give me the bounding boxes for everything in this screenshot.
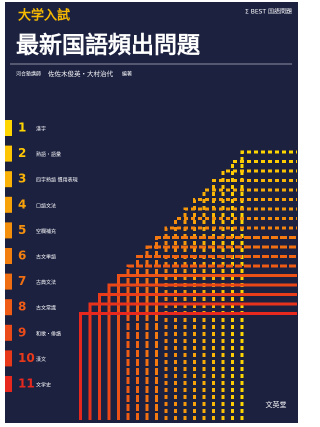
item-marker: [5, 299, 12, 315]
item-number: 3: [18, 172, 26, 186]
affiliation: 河合塾講師: [16, 71, 41, 78]
title: 最新国語頻出問題: [16, 32, 201, 59]
item-marker: [5, 325, 12, 341]
author-role: 編著: [122, 71, 132, 78]
cover-background: [5, 2, 298, 423]
item-label: 古典文法: [36, 279, 56, 286]
brand: Σ BEST 国語問題: [245, 8, 292, 16]
item-marker: [5, 274, 12, 290]
series-label: 大学入試: [18, 8, 70, 24]
item-marker: [5, 222, 12, 238]
item-number: 8: [18, 300, 26, 314]
item-label: 熟語・語彙: [36, 151, 61, 158]
item-number: 1: [18, 121, 26, 135]
item-marker: [5, 197, 12, 213]
publisher: 文英堂: [266, 400, 287, 409]
book-cover: 大学入試 最新国語頻出問題 Σ BEST 国語問題 河合塾講師 佐佐木俊英・大村…: [0, 0, 304, 427]
item-marker: [5, 376, 12, 392]
page: 大学入試 最新国語頻出問題 Σ BEST 国語問題 河合塾講師 佐佐木俊英・大村…: [0, 0, 304, 427]
item-label: 口語文法: [36, 202, 56, 209]
item-label: 和歌・俳諧: [36, 330, 61, 337]
item-number: 11: [18, 377, 35, 391]
item-label: 空欄補充: [36, 228, 56, 235]
item-label: 漢字: [36, 126, 46, 133]
item-label: 古文常識: [36, 305, 56, 312]
item-label: 文学史: [36, 382, 51, 389]
item-number: 4: [18, 197, 26, 211]
author-names: 佐佐木俊英・大村治代: [48, 69, 114, 78]
item-label: 四字熟語 慣用表現: [36, 177, 78, 184]
item-marker: [5, 350, 12, 366]
item-number: 9: [18, 325, 26, 339]
item-number: 10: [18, 351, 35, 365]
item-marker: [5, 146, 12, 162]
item-marker: [5, 248, 12, 264]
item-number: 7: [18, 274, 26, 288]
item-marker: [5, 120, 12, 136]
item-number: 2: [18, 146, 26, 160]
item-number: 6: [18, 249, 26, 263]
item-label: 漢文: [36, 356, 46, 363]
item-marker: [5, 171, 12, 187]
item-label: 古文単語: [36, 254, 56, 261]
item-number: 5: [18, 223, 26, 237]
